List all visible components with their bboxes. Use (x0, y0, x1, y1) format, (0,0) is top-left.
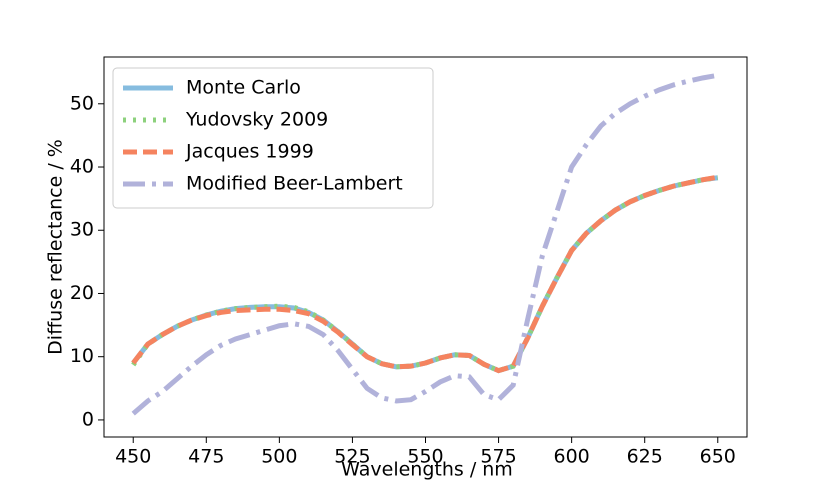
legend-box (112, 67, 434, 209)
y-tick-label: 10 (70, 345, 94, 367)
legend-label: Yudovsky 2009 (185, 109, 328, 131)
y-tick-label: 40 (70, 156, 94, 178)
x-tick-label: 475 (188, 446, 224, 468)
legend-label: Monte Carlo (186, 77, 301, 99)
x-tick-label: 550 (407, 446, 443, 468)
x-tick-label: 450 (115, 446, 151, 468)
legend-label: Modified Beer-Lambert (186, 173, 403, 195)
y-tick-label: 0 (82, 408, 94, 430)
y-tick-label: 20 (70, 282, 94, 304)
y-tick-label: 30 (70, 219, 94, 241)
x-tick-label: 575 (480, 446, 516, 468)
y-axis-label: Diffuse reflectance / % (45, 139, 67, 355)
series-line (131, 174, 719, 374)
x-tick-label: 600 (554, 446, 590, 468)
series-line (131, 72, 719, 416)
legend-label: Jacques 1999 (185, 141, 314, 163)
x-tick-label: 650 (700, 446, 736, 468)
x-tick-label: 625 (627, 446, 663, 468)
x-axis-label: Wavelengths / nm (341, 459, 513, 481)
plot-frame (103, 56, 748, 438)
x-tick-label: 500 (261, 446, 297, 468)
y-tick-label: 50 (70, 92, 94, 114)
x-tick-label: 525 (334, 446, 370, 468)
